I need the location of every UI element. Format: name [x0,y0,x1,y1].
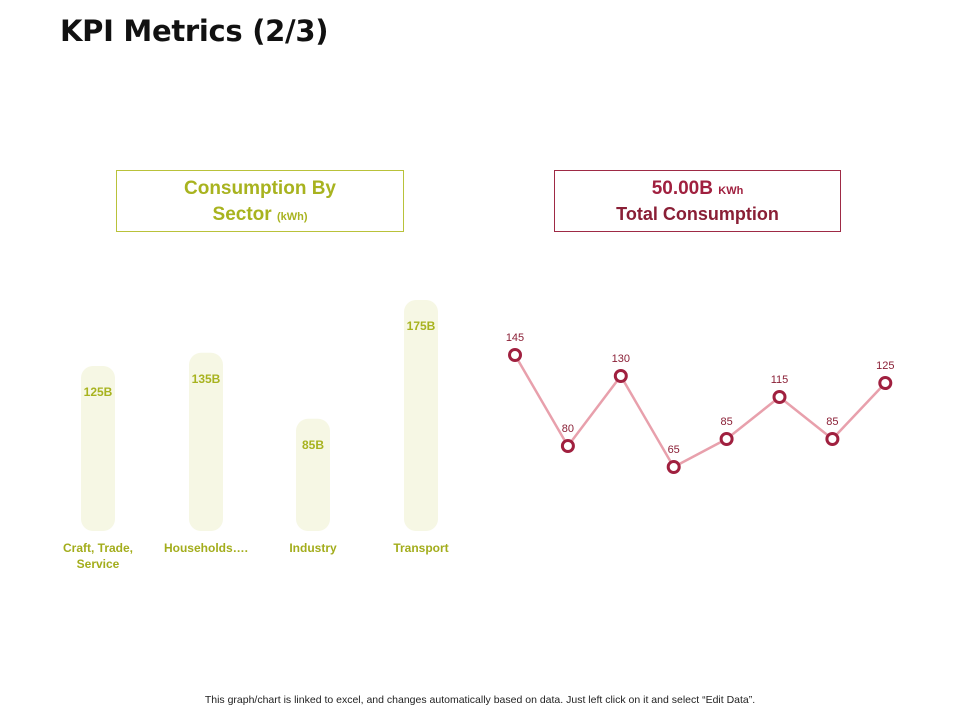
bar [81,366,115,531]
page-title: KPI Metrics (2/3) [60,14,329,48]
line-point-label: 130 [612,353,630,365]
line-point [508,348,522,362]
sector-box-line1: Consumption By [184,178,336,199]
bar-value-label: 135B [192,372,221,386]
line-point [878,376,893,390]
bar-value-label: 125B [84,385,113,399]
bar-chart: 125B 135B 85B 175B Craft, Trade, Service House… [63,300,449,571]
line-chart: 145 80 130 65 85 115 85 125 [506,332,894,474]
bar-value-label: 85B [302,438,324,452]
consumption-by-sector-box: Consumption By Sector (kWh) [116,170,404,232]
bar [404,300,438,531]
footer-note: This graph/chart is linked to excel, and… [204,694,756,706]
line-point-label: 115 [771,374,789,386]
bar-category-label: Transport [393,541,448,555]
sector-box-word: Sector [212,204,272,225]
total-consumption-value-line: 50.00B KWh [555,178,840,200]
line-point-label: 145 [506,332,524,344]
bar [296,418,330,531]
line-point [719,432,734,446]
line-point [666,460,681,474]
total-consumption-unit: KWh [718,185,744,197]
bar-category-label: Industry [289,541,337,555]
line-point-label: 65 [668,444,680,456]
line-point-label: 85 [720,416,732,428]
bar-category-label: Craft, Trade, Service [63,541,133,571]
line-point [772,390,787,404]
sector-box-unit: (kWh) [276,211,308,223]
sector-box-line2: Sector (kWh) [117,204,403,226]
bar [189,352,223,531]
bar-value-label: 175B [407,319,436,333]
total-consumption-value: 50.00B [651,178,713,199]
total-consumption-label: Total Consumption [616,204,779,224]
line-point [613,369,628,383]
line-point [825,432,840,446]
line-point-label: 125 [876,360,894,372]
series-line [513,354,887,469]
line-point [560,439,575,453]
line-point-label: 80 [562,423,574,435]
total-consumption-box: 50.00B KWh Total Consumption [554,170,841,232]
line-point-label: 85 [826,416,838,428]
bar-category-label: Households…. [164,541,248,555]
